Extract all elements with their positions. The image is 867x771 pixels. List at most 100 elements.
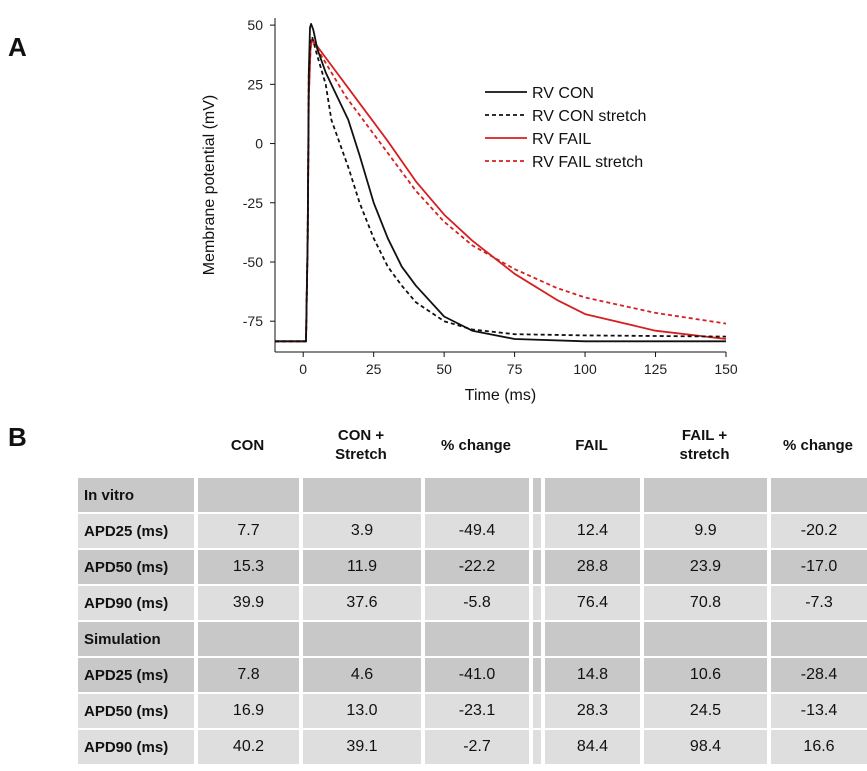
series-line-rv-fail: [275, 38, 727, 343]
table-cell: 39.1: [301, 730, 421, 764]
table-cell: 10.6: [642, 658, 767, 692]
table-cell: 14.8: [543, 658, 640, 692]
row-label: APD90 (ms): [78, 730, 194, 764]
table-cell: -22.2: [423, 550, 529, 584]
table-cell: 23.9: [642, 550, 767, 584]
x-axis-title: Time (ms): [465, 387, 536, 404]
legend-label: RV CON: [532, 85, 594, 102]
table-cell: 37.6: [301, 586, 421, 620]
table-header-cell: [78, 414, 194, 476]
table-cell: -28.4: [769, 658, 867, 692]
panel-a-label: A: [8, 32, 27, 62]
row-label: APD90 (ms): [78, 586, 194, 620]
row-label: APD50 (ms): [78, 694, 194, 728]
legend-label: RV FAIL stretch: [532, 154, 643, 171]
table-cell: -49.4: [423, 514, 529, 548]
table-cell: -20.2: [769, 514, 867, 548]
table-cell: [642, 622, 767, 656]
table-row: APD25 (ms) 7.7 3.9 -49.4 12.4 9.9 -20.2: [78, 512, 867, 548]
table-cell: -17.0: [769, 550, 867, 584]
table-row: APD50 (ms) 16.9 13.0 -23.1 28.3 24.5 -13.4: [78, 692, 867, 728]
table-cell: 12.4: [543, 514, 640, 548]
table-cell: 4.6: [301, 658, 421, 692]
table-row: In vitro: [78, 476, 867, 512]
table-header-cell: FAIL: [575, 436, 608, 454]
x-tick-label: 125: [644, 361, 668, 377]
table-header-cell: % change: [782, 436, 854, 454]
table-cell: [196, 622, 299, 656]
table-header-cell: % change: [440, 436, 512, 454]
table-cell: -13.4: [769, 694, 867, 728]
y-axis-title: Membrane potential (mV): [201, 95, 218, 276]
series-line-rv-fail-stretch: [275, 38, 727, 343]
apd-table: CON CON + Stretch % change FAIL FAIL + stret…: [78, 414, 867, 764]
x-tick-label: 75: [507, 361, 523, 377]
table-cell: 3.9: [301, 514, 421, 548]
table-cell: [531, 550, 541, 584]
row-label: APD50 (ms): [78, 550, 194, 584]
table-cell: -41.0: [423, 658, 529, 692]
table-header-row: CON CON + Stretch % change FAIL FAIL + stret…: [78, 414, 867, 476]
y-tick-label: 25: [247, 76, 263, 92]
table-cell: 11.9: [301, 550, 421, 584]
table-cell: [423, 622, 529, 656]
table-header-cell: [531, 414, 541, 476]
y-tick-label: 50: [247, 17, 263, 33]
table-cell: 7.8: [196, 658, 299, 692]
table-cell: 40.2: [196, 730, 299, 764]
table-row: Simulation: [78, 620, 867, 656]
x-tick-label: 25: [366, 361, 382, 377]
table-cell: 28.3: [543, 694, 640, 728]
table-cell: 70.8: [642, 586, 767, 620]
x-tick-label: 50: [436, 361, 452, 377]
table-row: APD90 (ms) 40.2 39.1 -2.7 84.4 98.4 16.6: [78, 728, 867, 764]
table-cell: 28.8: [543, 550, 640, 584]
table-cell: 16.9: [196, 694, 299, 728]
panel-b-label: B: [8, 422, 27, 452]
table-cell: 24.5: [642, 694, 767, 728]
row-label: APD25 (ms): [78, 658, 194, 692]
table-cell: [531, 658, 541, 692]
y-tick-label: -50: [243, 254, 263, 270]
table-cell: 9.9: [642, 514, 767, 548]
table-row: APD50 (ms) 15.3 11.9 -22.2 28.8 23.9 -17.0: [78, 548, 867, 584]
table-cell: 7.7: [196, 514, 299, 548]
table-cell: [531, 478, 541, 512]
table-cell: [196, 478, 299, 512]
table-cell: [301, 478, 421, 512]
table-cell: [543, 478, 640, 512]
series-line-rv-con: [275, 23, 726, 343]
table-cell: [531, 586, 541, 620]
table-cell: -5.8: [423, 586, 529, 620]
table-cell: -23.1: [423, 694, 529, 728]
table-body: In vitro APD25 (ms) 7.7 3.9 -49.4 12.4 9.9 -20.…: [78, 476, 867, 764]
table-cell: 76.4: [543, 586, 640, 620]
table-row: APD25 (ms) 7.8 4.6 -41.0 14.8 10.6 -28.4: [78, 656, 867, 692]
legend-label: RV FAIL: [532, 131, 591, 148]
table-cell: [543, 622, 640, 656]
table-cell: [531, 622, 541, 656]
table-header-cell: FAIL + stretch: [679, 427, 730, 463]
table-cell: 13.0: [301, 694, 421, 728]
table-cell: 98.4: [642, 730, 767, 764]
x-tick-label: 100: [573, 361, 597, 377]
table-cell: [423, 478, 529, 512]
table-cell: -7.3: [769, 586, 867, 620]
table-cell: [642, 478, 767, 512]
table-cell: [301, 622, 421, 656]
table-cell: [531, 694, 541, 728]
table-cell: -2.7: [423, 730, 529, 764]
x-tick-label: 0: [299, 361, 307, 377]
y-tick-label: 0: [255, 136, 263, 152]
action-potential-chart: 0 25 50 75 100 125 150 50 25 0 -25 -50 -75 Time (ms) M…: [201, 17, 738, 404]
series-line-rv-con-stretch: [275, 36, 727, 343]
row-label: APD25 (ms): [78, 514, 194, 548]
y-tick-label: -75: [243, 313, 263, 329]
table-header-cell: CON + Stretch: [335, 427, 387, 463]
row-label: Simulation: [78, 622, 194, 656]
table-cell: 16.6: [769, 730, 867, 764]
y-tick-label: -25: [243, 195, 263, 211]
table-cell: 39.9: [196, 586, 299, 620]
table-row: APD90 (ms) 39.9 37.6 -5.8 76.4 70.8 -7.3: [78, 584, 867, 620]
table-cell: 84.4: [543, 730, 640, 764]
